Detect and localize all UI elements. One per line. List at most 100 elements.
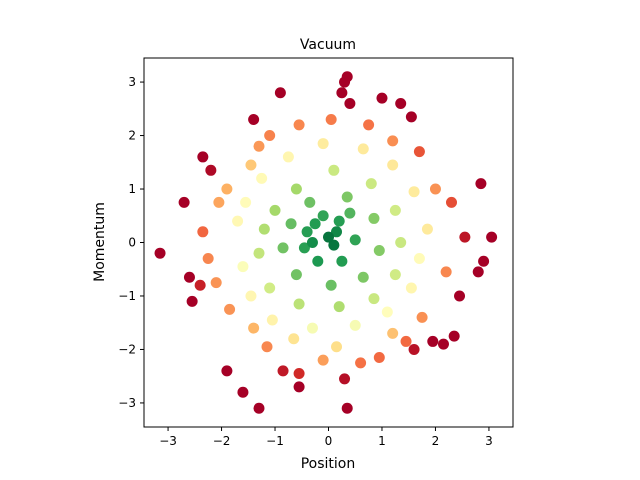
data-point: [427, 335, 439, 347]
data-point: [194, 279, 206, 291]
data-point: [240, 196, 252, 208]
data-point: [323, 231, 334, 243]
data-point: [357, 143, 369, 155]
data-point: [400, 335, 412, 347]
data-point: [304, 196, 316, 208]
data-point: [197, 226, 209, 238]
data-point: [210, 277, 222, 289]
data-point: [365, 178, 377, 190]
data-point: [472, 266, 484, 278]
data-point: [413, 146, 425, 158]
data-point: [264, 282, 276, 294]
data-point: [264, 130, 276, 142]
data-point: [408, 343, 420, 355]
data-point: [213, 196, 225, 208]
data-point: [395, 97, 407, 109]
data-point: [339, 76, 351, 88]
data-point: [325, 279, 337, 291]
data-point: [341, 402, 353, 414]
data-point: [266, 314, 278, 326]
data-point: [317, 138, 329, 150]
data-point: [387, 159, 399, 171]
data-point: [293, 298, 305, 310]
data-point: [416, 311, 428, 323]
data-point: [389, 204, 401, 216]
data-point: [459, 231, 471, 243]
data-point: [253, 140, 265, 152]
data-point: [429, 183, 441, 195]
data-point: [202, 253, 214, 265]
data-point: [274, 87, 286, 99]
data-point: [245, 159, 257, 171]
data-point: [381, 306, 393, 318]
data-point: [413, 253, 425, 265]
data-point: [277, 242, 289, 254]
data-point: [421, 223, 433, 235]
data-point: [368, 212, 380, 224]
data-point: [178, 196, 190, 208]
data-point: [245, 290, 257, 302]
data-point: [344, 207, 356, 219]
data-point: [221, 183, 233, 195]
data-point: [344, 97, 356, 109]
data-point: [373, 245, 385, 257]
data-point: [440, 266, 452, 278]
y-axis-label: Momentum: [92, 202, 108, 282]
data-point: [331, 341, 343, 353]
data-point: [293, 119, 305, 131]
data-point: [328, 164, 340, 176]
data-point: [256, 172, 268, 184]
data-point: [285, 218, 297, 230]
data-point: [368, 293, 380, 305]
y-tick-label: 3: [128, 75, 136, 89]
data-point: [341, 191, 353, 203]
y-tick-label: 1: [128, 182, 136, 196]
x-axis-label: Position: [301, 456, 356, 472]
data-point: [389, 269, 401, 281]
data-point: [290, 269, 302, 281]
x-tick-label: 0: [325, 434, 333, 448]
data-point: [205, 164, 217, 176]
x-tick-label: 1: [378, 434, 386, 448]
data-point: [293, 381, 305, 393]
data-point: [336, 87, 348, 99]
data-point: [317, 354, 329, 366]
data-point: [325, 114, 337, 125]
data-point: [258, 223, 270, 235]
data-point: [237, 261, 249, 273]
data-point: [317, 210, 329, 222]
data-point: [290, 183, 302, 195]
data-point: [183, 271, 195, 283]
data-point: [373, 351, 385, 363]
x-tick-label: −1: [266, 434, 284, 448]
data-point: [355, 357, 367, 369]
data-point: [328, 239, 340, 251]
y-tick-label: −2: [118, 342, 136, 356]
data-point: [387, 327, 399, 339]
data-point: [448, 330, 460, 342]
data-point: [248, 322, 260, 334]
data-point: [232, 215, 244, 227]
data-point: [237, 386, 249, 398]
data-point: [154, 247, 166, 259]
data-point: [363, 119, 375, 131]
data-point: [349, 234, 361, 246]
data-point: [475, 178, 487, 190]
data-point: [261, 341, 273, 353]
data-point: [437, 338, 449, 350]
data-point: [336, 255, 348, 267]
data-point: [405, 282, 417, 294]
data-point: [312, 255, 324, 267]
data-point: [298, 242, 310, 254]
data-point: [387, 135, 399, 147]
x-tick-label: 3: [485, 434, 493, 448]
x-tick-label: −2: [213, 434, 231, 448]
data-point: [301, 226, 313, 238]
data-point: [405, 111, 417, 123]
x-axis: −3 −2 −1 0 1 2 3: [159, 427, 493, 448]
data-point: [224, 303, 236, 315]
y-tick-label: −1: [118, 289, 136, 303]
data-point: [288, 333, 300, 345]
data-point: [478, 255, 490, 267]
data-point: [357, 271, 369, 283]
